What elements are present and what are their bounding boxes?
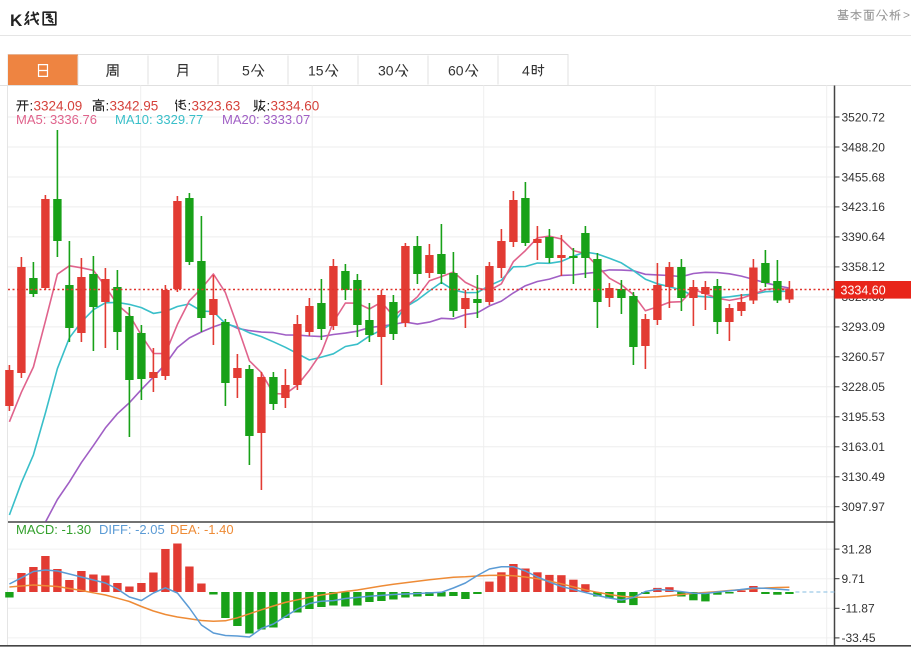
svg-text:3163.01: 3163.01 <box>842 440 886 454</box>
svg-text:60: 60 <box>448 63 464 79</box>
svg-text:4: 4 <box>522 63 530 79</box>
svg-text:3130.49: 3130.49 <box>842 470 886 484</box>
svg-text:30: 30 <box>378 63 394 79</box>
svg-text:3324.09: 3324.09 <box>34 99 83 114</box>
svg-text:MACD: -1.30: MACD: -1.30 <box>16 522 91 537</box>
svg-text:MA5: 3336.76: MA5: 3336.76 <box>16 112 97 127</box>
svg-text:3334.60: 3334.60 <box>841 284 886 298</box>
svg-text:3520.72: 3520.72 <box>842 110 886 124</box>
svg-text:-33.45: -33.45 <box>842 631 876 645</box>
svg-text:DIFF: -2.05: DIFF: -2.05 <box>99 522 165 537</box>
svg-text:3488.20: 3488.20 <box>842 140 886 154</box>
svg-text:15: 15 <box>308 63 324 79</box>
svg-text:3358.12: 3358.12 <box>842 260 886 274</box>
svg-text:MA10: 3329.77: MA10: 3329.77 <box>115 112 203 127</box>
svg-text:3228.05: 3228.05 <box>842 380 886 394</box>
svg-text:3342.95: 3342.95 <box>110 99 159 114</box>
svg-text:3260.57: 3260.57 <box>842 350 886 364</box>
svg-text::: : <box>106 99 110 114</box>
svg-text:3293.09: 3293.09 <box>842 320 886 334</box>
svg-text:-11.87: -11.87 <box>842 602 875 616</box>
svg-text:K: K <box>10 11 23 30</box>
svg-text:5: 5 <box>242 63 250 79</box>
svg-text:3323.63: 3323.63 <box>192 99 241 114</box>
svg-text::: : <box>30 99 34 114</box>
svg-text:3195.53: 3195.53 <box>842 410 886 424</box>
svg-text:>: > <box>903 8 910 22</box>
svg-text:31.28: 31.28 <box>842 542 872 556</box>
svg-text::: : <box>267 99 271 114</box>
svg-text:9.71: 9.71 <box>842 572 866 586</box>
svg-text:3334.60: 3334.60 <box>271 99 320 114</box>
svg-text:3423.16: 3423.16 <box>842 200 886 214</box>
svg-text:3455.68: 3455.68 <box>842 170 886 184</box>
svg-text:MA20: 3333.07: MA20: 3333.07 <box>222 112 310 127</box>
svg-text::: : <box>188 99 192 114</box>
svg-text:3390.64: 3390.64 <box>842 230 886 244</box>
svg-text:DEA: -1.40: DEA: -1.40 <box>170 522 234 537</box>
svg-text:3097.97: 3097.97 <box>842 500 886 514</box>
